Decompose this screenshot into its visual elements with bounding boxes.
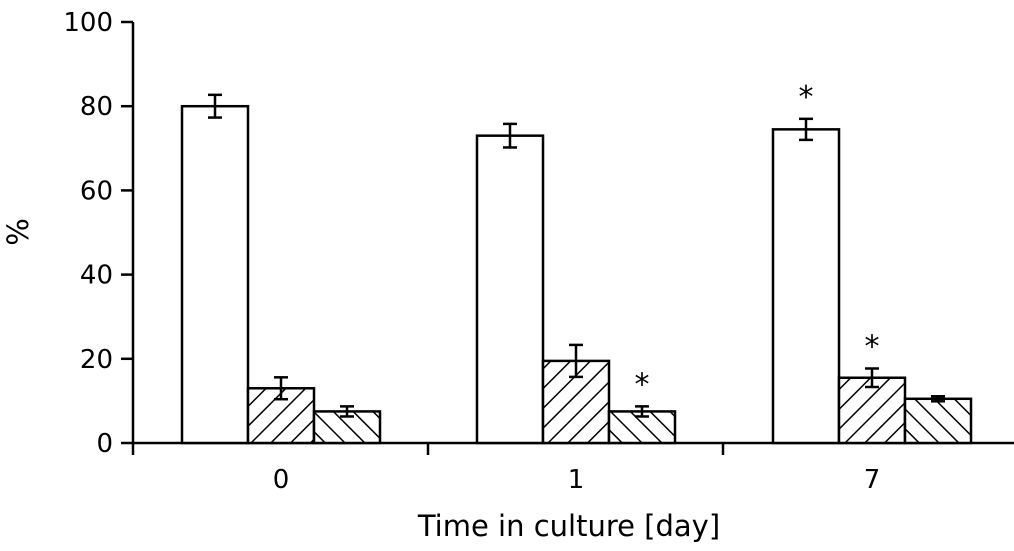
y-tick-label: 100 <box>63 8 113 38</box>
bar-open-1 <box>475 134 545 445</box>
y-tick-label: 40 <box>80 261 113 291</box>
x-tick-label: 7 <box>864 465 881 495</box>
error-bar <box>931 395 945 403</box>
error-bar <box>340 405 354 418</box>
error-bar <box>274 376 288 401</box>
x-tick-label: 1 <box>568 465 585 495</box>
x-tick-label: 0 <box>273 465 290 495</box>
error-bar <box>799 117 813 142</box>
y-tick-label: 60 <box>80 176 113 206</box>
y-axis: 0 20 40 60 80 100 <box>63 8 135 459</box>
significance-star: * <box>635 367 650 402</box>
bars-layer <box>180 104 973 445</box>
y-axis-title: % <box>1 218 35 246</box>
bar-open-0 <box>180 104 250 445</box>
bar-hatch-diag-down-7 <box>903 397 973 445</box>
x-axis-title: Time in culture [day] <box>417 509 720 543</box>
y-tick-label: 80 <box>80 92 113 122</box>
y-tick-label: 0 <box>96 429 113 459</box>
significance-star: * <box>865 329 880 364</box>
significance-layer: * * * <box>635 80 880 403</box>
x-axis: 0 1 7 <box>131 441 1014 495</box>
error-bar <box>865 367 879 389</box>
error-bar <box>503 122 517 149</box>
error-bars-layer <box>208 93 945 418</box>
error-bar <box>208 93 222 119</box>
error-bar <box>569 343 583 379</box>
y-tick-label: 20 <box>80 345 113 375</box>
bar-open-7 <box>771 128 841 445</box>
error-bar <box>635 405 649 418</box>
significance-star: * <box>799 80 814 115</box>
bar-hatch-diag-up-7 <box>837 376 907 445</box>
